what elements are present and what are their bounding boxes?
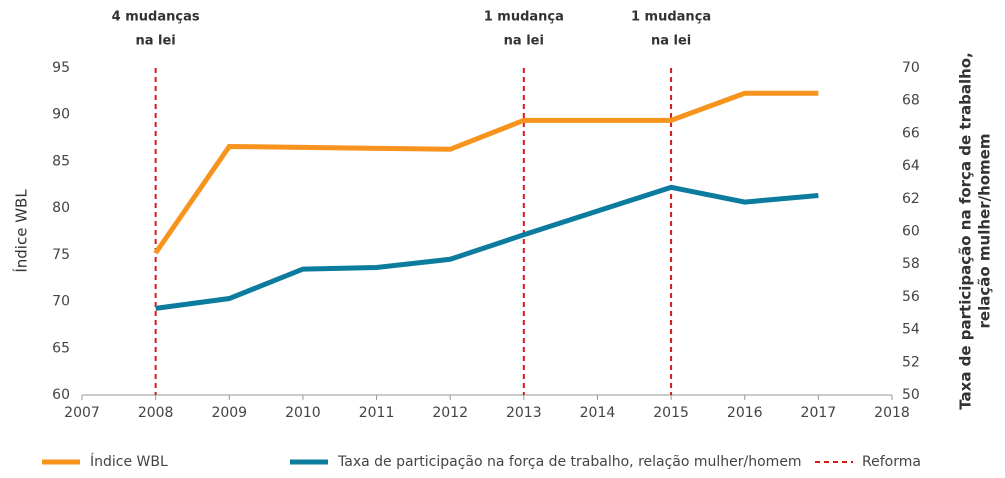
y2-tick-label: 68 [902, 93, 920, 109]
y2-tick-label: 58 [902, 256, 920, 272]
y2-tick-label: 70 [902, 60, 920, 76]
y2-tick-label: 56 [902, 289, 920, 305]
y-tick-label: 80 [52, 200, 70, 216]
x-tick-label: 2014 [580, 405, 616, 421]
reform-annotation: na lei [651, 34, 691, 49]
y2-tick-label: 50 [902, 387, 920, 403]
reform-annotation: na lei [135, 34, 175, 49]
y2-tick-label: 64 [902, 158, 920, 174]
x-tick-label: 2012 [432, 405, 468, 421]
y2-tick-label: 60 [902, 224, 920, 240]
reform-annotation: 1 mudança [631, 10, 711, 25]
reform-annotation: 1 mudança [484, 10, 564, 25]
y-tick-label: 75 [52, 247, 70, 263]
y2-tick-label: 66 [902, 125, 920, 141]
y2-axis-label: Taxa de participação na força de trabalh… [957, 52, 975, 410]
legend-label: Taxa de participação na força de trabalh… [337, 454, 802, 470]
x-tick-label: 2010 [285, 405, 321, 421]
y2-tick-label: 52 [902, 354, 920, 370]
reform-annotation: na lei [504, 34, 544, 49]
x-tick-label: 2009 [211, 405, 247, 421]
y-axis-label: Índice WBL [12, 189, 31, 273]
x-tick-label: 2016 [727, 405, 763, 421]
x-tick-label: 2007 [64, 405, 100, 421]
x-tick-label: 2013 [506, 405, 542, 421]
x-tick-label: 2017 [801, 405, 837, 421]
x-tick-label: 2015 [653, 405, 689, 421]
series-line [155, 184, 819, 311]
reform-annotation: 4 mudanças [112, 10, 200, 25]
y2-tick-label: 54 [902, 322, 920, 338]
legend-label: Reforma [862, 454, 921, 470]
y-tick-label: 95 [52, 60, 70, 76]
x-tick-label: 2011 [359, 405, 395, 421]
series-line [153, 90, 819, 255]
y-tick-label: 70 [52, 294, 70, 310]
y-tick-label: 90 [52, 107, 70, 123]
y-tick-label: 60 [52, 387, 70, 403]
y-tick-label: 85 [52, 153, 70, 169]
y-tick-label: 65 [52, 340, 70, 356]
y2-axis-label: relação mulher/homem [976, 134, 994, 329]
x-tick-label: 2008 [138, 405, 174, 421]
legend-label: Índice WBL [90, 453, 168, 470]
y2-tick-label: 62 [902, 191, 920, 207]
x-tick-label: 2018 [874, 405, 910, 421]
